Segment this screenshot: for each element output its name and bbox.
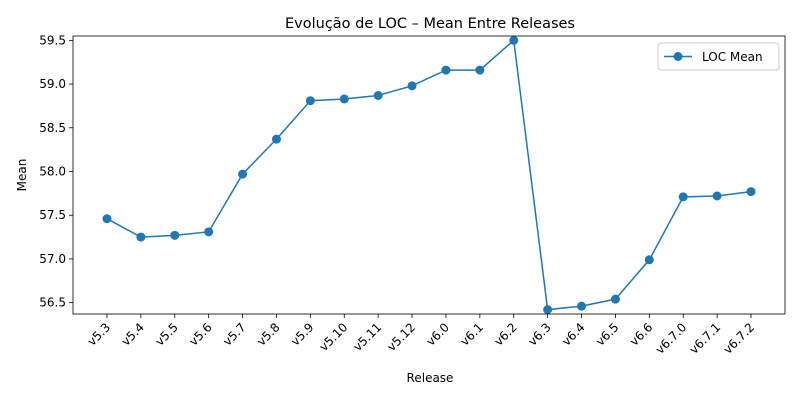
- y-tick-label: 59.0: [39, 77, 66, 91]
- data-point: [441, 65, 451, 75]
- y-tick-label: 57.5: [39, 208, 66, 222]
- data-point: [407, 81, 417, 91]
- data-point: [678, 192, 688, 202]
- x-axis-title: Release: [407, 371, 454, 385]
- legend-marker: [673, 52, 683, 61]
- data-point: [610, 294, 620, 304]
- series-line: [106, 38, 752, 311]
- y-tick-label: 58.0: [39, 165, 66, 179]
- legend-box: [657, 42, 780, 71]
- y-tick-label: 59.5: [39, 33, 66, 47]
- data-point: [543, 305, 553, 315]
- chart-title: Evolução de LOC – Mean Entre Releases: [285, 16, 575, 32]
- legend-label: LOC Mean: [702, 50, 763, 64]
- plot-frame: [72, 35, 786, 315]
- data-point: [746, 187, 756, 197]
- data-point: [305, 96, 315, 106]
- data-point: [238, 169, 248, 179]
- data-point: [204, 227, 214, 237]
- data-point: [373, 90, 383, 100]
- data-point: [271, 134, 281, 144]
- data-point: [170, 230, 180, 240]
- data-point: [577, 301, 587, 311]
- data-point: [712, 191, 722, 201]
- y-tick-label: 56.5: [39, 296, 66, 310]
- y-axis-title: Mean: [15, 159, 29, 192]
- legend: LOC Mean: [657, 42, 780, 71]
- data-point: [102, 214, 112, 224]
- data-point: [644, 255, 654, 265]
- data-point: [475, 65, 485, 75]
- y-tick-label: 57.0: [39, 252, 66, 266]
- data-point: [339, 94, 349, 104]
- data-point: [509, 35, 519, 45]
- y-tick-label: 58.5: [39, 121, 66, 135]
- data-point: [136, 232, 146, 242]
